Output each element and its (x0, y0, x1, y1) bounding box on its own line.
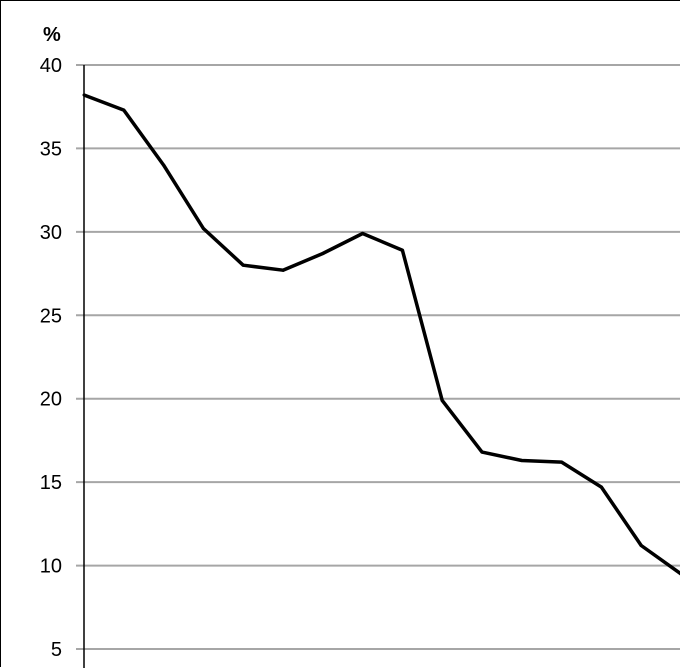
y-tick-label: 15 (40, 472, 62, 494)
y-tick-label: 35 (40, 138, 62, 160)
data-point (122, 109, 125, 112)
series-layer (83, 94, 680, 576)
y-tick-labels: 5 10 15 20 25 30 35 40 (40, 55, 62, 661)
data-point (441, 399, 444, 402)
y-tick-label: 20 (40, 389, 62, 411)
data-point (401, 249, 404, 252)
data-point (520, 459, 523, 462)
y-tick-label: 25 (40, 305, 62, 327)
gridlines (76, 65, 680, 649)
data-point (242, 264, 245, 267)
series-line (84, 95, 680, 574)
y-tick-label: 10 (40, 556, 62, 578)
y-tick-label: 30 (40, 222, 62, 244)
y-axis-unit-label: % (43, 24, 61, 46)
data-point (282, 269, 285, 272)
data-point (481, 451, 484, 454)
data-point (361, 232, 364, 235)
y-tick-label: 40 (40, 55, 62, 77)
data-point (640, 544, 643, 547)
data-point (600, 486, 603, 489)
data-point (83, 94, 86, 97)
y-tick-label: 5 (51, 639, 62, 661)
data-point (560, 461, 563, 464)
data-point (202, 227, 205, 230)
data-point (162, 164, 165, 167)
data-point (321, 252, 324, 255)
